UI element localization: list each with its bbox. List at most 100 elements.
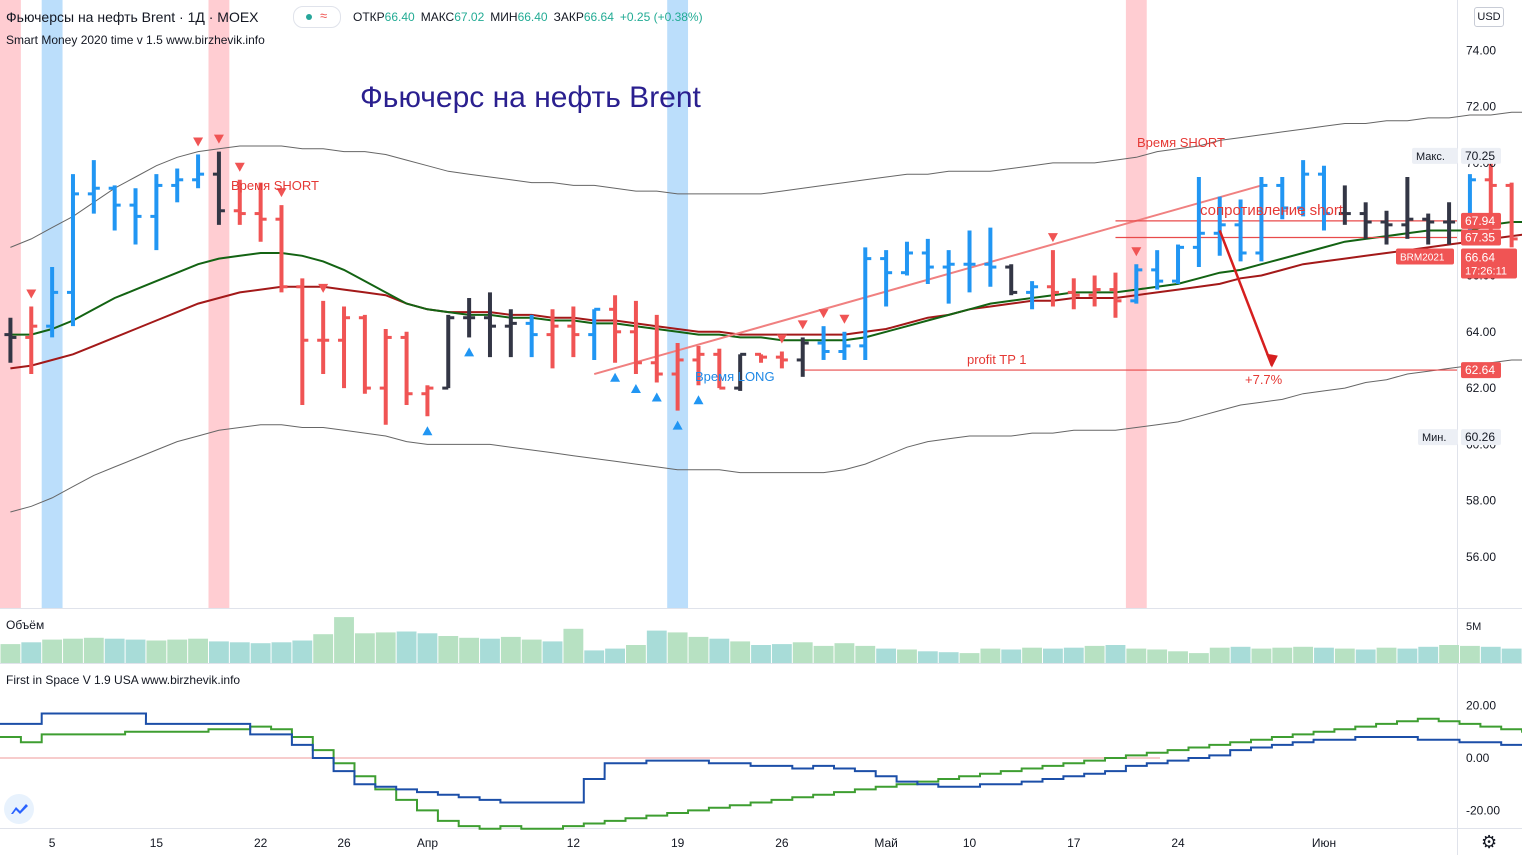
volume-bar xyxy=(1480,646,1501,663)
volume-bar xyxy=(480,638,500,663)
volume-bar xyxy=(667,632,688,663)
indicator-legend[interactable]: Smart Money 2020 time v 1.5 www.birzhevi… xyxy=(6,33,265,47)
price-bar xyxy=(483,292,496,358)
volume-bar xyxy=(292,640,313,663)
volume-bar xyxy=(792,642,813,663)
symbol-title[interactable]: Фьючерсы на нефть Brent · 1Д · MOEX xyxy=(6,9,259,25)
volume-bar xyxy=(855,645,876,663)
price-bar xyxy=(1192,176,1205,268)
volume-bar xyxy=(1439,645,1459,663)
volume-bar xyxy=(417,633,438,663)
sell-signal-arrow xyxy=(193,137,204,147)
price-bar xyxy=(1443,202,1456,245)
volume-bar xyxy=(146,640,167,663)
market-status-icon xyxy=(306,14,312,20)
price-bar xyxy=(1317,165,1330,231)
price-bar xyxy=(1401,176,1414,239)
price-bar xyxy=(1151,250,1164,290)
oscillator-pane-label[interactable]: First in Space V 1.9 USA www.birzhevik.i… xyxy=(6,673,241,687)
sell-signal-arrow xyxy=(839,314,850,324)
volume-bar xyxy=(1376,647,1397,663)
price-axis-tick: 62.00 xyxy=(1466,381,1496,395)
volume-bar xyxy=(730,641,751,663)
min-price-value-bg xyxy=(1461,429,1501,446)
price-axis-tick: 56.00 xyxy=(1466,550,1496,564)
price-bar xyxy=(296,278,309,405)
volume-bar xyxy=(1272,647,1293,663)
sell-signal-arrow xyxy=(318,283,329,293)
max-price-label-bg xyxy=(1412,147,1458,164)
time-axis-tick: 10 xyxy=(963,836,977,850)
price-bar xyxy=(442,314,455,390)
upper-band-line xyxy=(10,111,1522,248)
volume-bar xyxy=(375,632,396,663)
volume-bar xyxy=(813,645,834,663)
sell-signal-arrow xyxy=(276,188,287,198)
tradingview-logo-icon[interactable] xyxy=(4,794,34,824)
price-bar xyxy=(942,250,955,304)
buy-signal-arrow xyxy=(693,395,704,405)
price-bar xyxy=(1297,160,1310,217)
price-axis-tick: 72.00 xyxy=(1466,100,1496,114)
target-arrow-head xyxy=(1265,353,1278,368)
price-bar xyxy=(1380,210,1393,245)
volume-bar xyxy=(188,638,208,663)
volume-bar xyxy=(104,638,125,663)
volume-pane-label[interactable]: Объём xyxy=(6,618,45,632)
status-pill[interactable]: ≈ xyxy=(293,6,341,28)
resistance-annotation: сопротивление short xyxy=(1200,202,1344,219)
price-bar xyxy=(796,337,809,377)
price-bar xyxy=(129,188,142,245)
short-time-zone xyxy=(0,0,21,608)
price-bar xyxy=(838,331,851,360)
volume-bar xyxy=(959,653,980,663)
low-label: МИН xyxy=(490,10,518,24)
price-bar xyxy=(66,174,79,327)
profit-annotation: profit TP 1 xyxy=(967,352,1027,367)
volume-bar xyxy=(1209,647,1230,663)
percent-annotation: +7.7% xyxy=(1245,372,1283,387)
volume-bar xyxy=(521,639,542,663)
price-bar xyxy=(609,295,622,363)
max-price-value: 70.25 xyxy=(1465,149,1495,163)
settings-gear-icon[interactable]: ⚙ xyxy=(1481,832,1498,852)
price-bar xyxy=(400,331,413,405)
sell-signal-arrow xyxy=(1047,233,1058,243)
volume-bar xyxy=(229,642,250,663)
volume-bar xyxy=(438,636,459,663)
currency-button[interactable]: USD xyxy=(1474,7,1504,27)
buy-signal-arrow xyxy=(610,372,621,382)
oscillator-axis-tick: -20.00 xyxy=(1466,803,1500,817)
price-bar xyxy=(379,328,392,425)
volume-bar xyxy=(584,650,605,663)
buy-signal-arrow xyxy=(672,420,683,430)
price-axis-tick: 74.00 xyxy=(1466,43,1496,57)
volume-bar xyxy=(396,631,417,663)
volume-bar xyxy=(313,634,334,663)
price-bar xyxy=(4,317,17,363)
long-time-annotation: Время LONG xyxy=(695,369,775,384)
long-time-zone xyxy=(667,0,689,608)
price-bar xyxy=(1046,250,1059,307)
price-axis-tick: 58.00 xyxy=(1466,494,1496,508)
price-bar xyxy=(734,352,747,391)
time-axis-tick: 5 xyxy=(49,836,56,850)
max-price-label: Макс. xyxy=(1416,151,1445,163)
volume-bar xyxy=(1334,648,1355,663)
time-axis-tick: Июн xyxy=(1312,836,1336,850)
price-bar xyxy=(108,185,121,231)
countdown-timer: 17:26:11 xyxy=(1465,265,1507,277)
volume-bar xyxy=(1022,647,1042,663)
price-axis-tick: 64.00 xyxy=(1466,325,1496,339)
ohlc-readout: ОТКР66.40 МАКС67.02 МИН66.40 ЗАКР66.64 +0.25… xyxy=(353,10,709,24)
time-axis-tick: 26 xyxy=(337,836,351,850)
price-bar xyxy=(900,241,913,276)
time-axis-tick: 22 xyxy=(254,836,268,850)
price-bar xyxy=(317,300,330,375)
volume-bar xyxy=(1355,649,1376,663)
volume-bar xyxy=(626,645,646,663)
short-time-annotation: Время SHORT xyxy=(1137,135,1225,150)
volume-bar xyxy=(0,644,21,663)
min-price-label-bg xyxy=(1418,429,1458,446)
